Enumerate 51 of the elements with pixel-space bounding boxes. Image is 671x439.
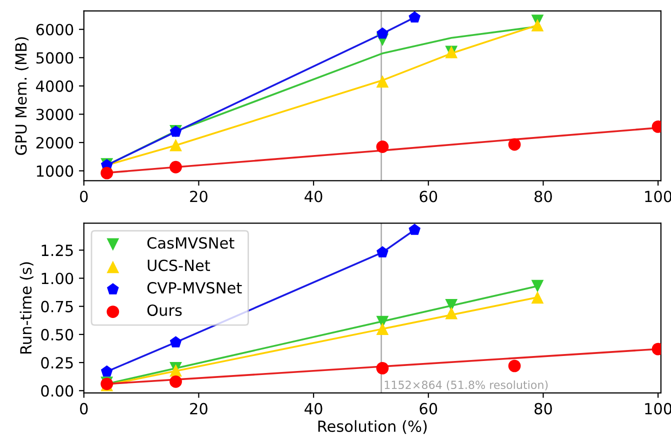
ref-line-label: 1152×864 (51.8% resolution) (384, 380, 548, 390)
legend-label: CVP-MVSNet (147, 282, 242, 294)
point (531, 291, 544, 304)
x-tick-label: 20 (190, 402, 208, 414)
point (531, 280, 544, 292)
y-tick-label: 1.00 (42, 272, 74, 284)
y-tick-label: 1000 (36, 165, 74, 177)
y-tick-label: 0.00 (41, 385, 74, 397)
x-tick-label: 40 (304, 190, 322, 202)
legend-label: CasMVSNet (147, 237, 234, 249)
y-axis-title: GPU Mem. (MB) (14, 37, 29, 155)
x-tick-label: 40 (304, 402, 322, 414)
x-tick-label: 0 (80, 402, 88, 414)
legend-label: Ours (147, 304, 182, 316)
y-tick-label: 5000 (36, 52, 74, 64)
y-axis-title: Run-time (s) (20, 262, 34, 354)
y-tick-label: 0.50 (41, 328, 74, 340)
point (170, 160, 182, 174)
point (376, 140, 389, 153)
point (100, 166, 114, 180)
point (408, 11, 421, 23)
legend-label: UCS-Net (148, 260, 210, 272)
y-tick-label: 0.75 (41, 300, 73, 312)
point (531, 18, 544, 32)
point (170, 364, 182, 377)
point (170, 375, 182, 388)
point (508, 138, 521, 151)
point (376, 246, 388, 258)
point (376, 322, 389, 336)
y-tick-label: 0.25 (41, 357, 73, 369)
x-tick-label: 0 (80, 190, 88, 202)
x-tick-label: 80 (534, 402, 552, 414)
y-tick-label: 4000 (36, 80, 74, 92)
point (170, 336, 182, 348)
y-tick-label: 6000 (36, 24, 74, 36)
point (508, 360, 521, 372)
x-axis-title: Resolution (%) (318, 420, 427, 434)
x-tick-label: 60 (420, 402, 438, 414)
point (408, 224, 421, 235)
point (445, 306, 458, 320)
point (100, 365, 113, 377)
x-tick-label: 80 (534, 190, 552, 202)
y-tick-label: 1.25 (42, 244, 73, 256)
y-tick-label: 2000 (36, 136, 74, 149)
x-tick-label: 20 (190, 190, 208, 202)
point (376, 362, 389, 374)
y-tick-label: 3000 (36, 108, 74, 120)
point (376, 27, 388, 39)
x-tick-label: 60 (420, 190, 438, 202)
point (170, 138, 182, 152)
point (376, 75, 389, 88)
